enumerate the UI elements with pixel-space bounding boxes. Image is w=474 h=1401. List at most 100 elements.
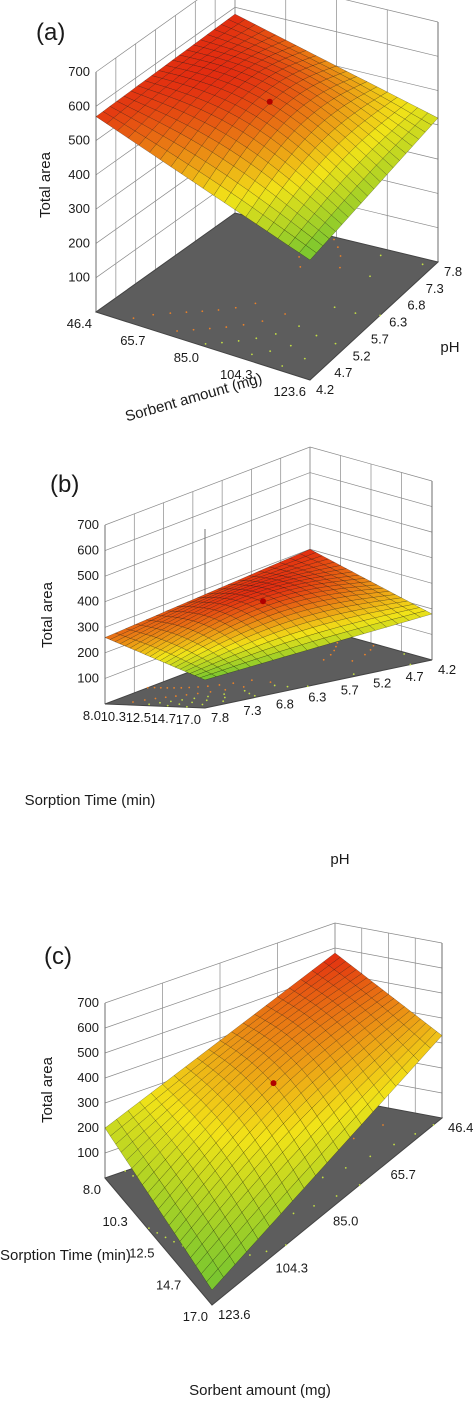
contour-point bbox=[382, 1124, 384, 1126]
contour-point bbox=[298, 256, 300, 258]
z-tick-label: 700 bbox=[77, 517, 99, 532]
x-tick-label: 12.5 bbox=[126, 710, 151, 725]
y-tick-label: 5.2 bbox=[373, 676, 391, 691]
contour-point bbox=[148, 703, 151, 706]
x-tick-label: 14.7 bbox=[151, 711, 176, 726]
contour-point bbox=[178, 703, 181, 706]
contour-point bbox=[143, 699, 146, 701]
surface-facet bbox=[305, 237, 324, 254]
contour-point bbox=[265, 1250, 268, 1253]
surface-facet bbox=[401, 131, 420, 147]
z-tick-label: 400 bbox=[77, 594, 99, 609]
z-gridline bbox=[104, 446, 433, 526]
contour-point bbox=[315, 334, 318, 337]
surface-facet bbox=[414, 118, 432, 133]
contour-point bbox=[250, 679, 253, 682]
contour-point bbox=[421, 263, 424, 266]
surface-facet bbox=[421, 112, 439, 126]
panel-a-letter: (a) bbox=[36, 19, 65, 46]
z-tick-label: 600 bbox=[68, 98, 90, 113]
panel-b-z-axis-label: Total area bbox=[39, 581, 56, 648]
contour-point bbox=[284, 313, 286, 315]
contour-point bbox=[174, 695, 177, 697]
y-tick-label: 6.3 bbox=[308, 689, 326, 704]
surface-facet bbox=[335, 631, 354, 641]
contour-point bbox=[369, 1155, 372, 1158]
panel-c-x-axis-label: Sorption Time (min) bbox=[0, 1247, 131, 1264]
surface-facet bbox=[275, 1191, 293, 1215]
contour-point bbox=[237, 340, 240, 342]
contour-point bbox=[351, 660, 354, 662]
panel-c-letter: (c) bbox=[44, 943, 72, 970]
surface-facet bbox=[318, 222, 336, 240]
z-gridline bbox=[104, 497, 433, 577]
contour-point bbox=[269, 350, 272, 353]
contour-point bbox=[372, 644, 375, 647]
contour-point bbox=[169, 312, 172, 315]
surface-facet bbox=[331, 207, 349, 225]
y-tick-label: 85.0 bbox=[333, 1214, 358, 1229]
contour-point bbox=[333, 238, 335, 241]
surface-facet bbox=[332, 1128, 351, 1151]
contour-point bbox=[273, 684, 276, 687]
y-tick-label: 7.8 bbox=[211, 710, 229, 725]
contour-point bbox=[159, 701, 161, 704]
surface-facet bbox=[267, 651, 285, 661]
y-tick-label: 65.7 bbox=[391, 1167, 416, 1182]
panel-c-surface bbox=[104, 952, 443, 1291]
contour-point bbox=[242, 686, 245, 688]
x-tick-label: 123.6 bbox=[273, 384, 306, 399]
contour-point bbox=[208, 327, 211, 330]
y-tick-label: 123.6 bbox=[218, 1307, 251, 1322]
surface-facet bbox=[378, 1079, 397, 1100]
y-tick-label: 7.8 bbox=[444, 264, 462, 279]
surface-facet bbox=[298, 244, 317, 261]
y-tick-label: 4.2 bbox=[438, 662, 456, 677]
x-tick-label: 12.5 bbox=[129, 1246, 154, 1261]
y-tick-label: 6.8 bbox=[276, 696, 294, 711]
contour-point bbox=[221, 341, 223, 344]
panel-b-ticks: 100 200 300 400 500 600 700 8.0 10.3 12.5 14.7 17.0… bbox=[77, 517, 456, 727]
surface-facet bbox=[229, 1242, 247, 1265]
panel-c-z-axis-label: Total area bbox=[39, 1056, 56, 1123]
x-tick-label: 10.3 bbox=[101, 709, 126, 724]
contour-point bbox=[197, 686, 199, 688]
z-tick-label: 400 bbox=[77, 1070, 99, 1085]
surface-facet bbox=[289, 644, 308, 654]
contour-point bbox=[321, 1176, 324, 1179]
contour-floor bbox=[94, 212, 440, 381]
x-tick-label: 46.4 bbox=[67, 316, 92, 331]
contour-point bbox=[225, 326, 228, 328]
contour-point bbox=[148, 1227, 150, 1230]
contour-point bbox=[414, 1133, 417, 1135]
panel-c: (c) 100 200 300 400 500 600 700 8.0 10.3 12.5 14.7… bbox=[0, 922, 473, 1399]
contour-point bbox=[223, 696, 226, 699]
panel-a: (a) 100 200 300 400 500 600 700 46.4 65.7 85.0 104… bbox=[36, 0, 462, 425]
contour-point bbox=[299, 266, 302, 268]
contour-point bbox=[403, 653, 406, 655]
z-tick-label: 200 bbox=[77, 1120, 99, 1135]
x-tick-label: 17.0 bbox=[183, 1309, 208, 1324]
contour-point bbox=[185, 693, 188, 696]
contour-point bbox=[242, 323, 245, 326]
contour-point bbox=[201, 703, 204, 706]
contour-point bbox=[336, 246, 339, 249]
panel-b-x-axis-label: Sorption Time (min) bbox=[25, 792, 156, 809]
z-tick-label: 500 bbox=[68, 133, 90, 148]
contour-point bbox=[205, 699, 208, 702]
contour-point bbox=[164, 696, 167, 699]
surface-facet bbox=[324, 214, 343, 232]
y-tick-label: 5.7 bbox=[341, 683, 359, 698]
surface-facet bbox=[321, 1141, 339, 1164]
contour-point bbox=[188, 686, 191, 689]
surface-facet bbox=[286, 1178, 305, 1202]
contour-point bbox=[185, 311, 188, 314]
contour-point bbox=[132, 317, 135, 320]
contour-point bbox=[379, 254, 382, 257]
contour-point bbox=[284, 1244, 287, 1246]
y-tick-label: 4.7 bbox=[334, 365, 352, 380]
contour-point bbox=[335, 1195, 338, 1197]
contour-point bbox=[358, 1184, 361, 1186]
z-tick-label: 200 bbox=[68, 235, 90, 250]
